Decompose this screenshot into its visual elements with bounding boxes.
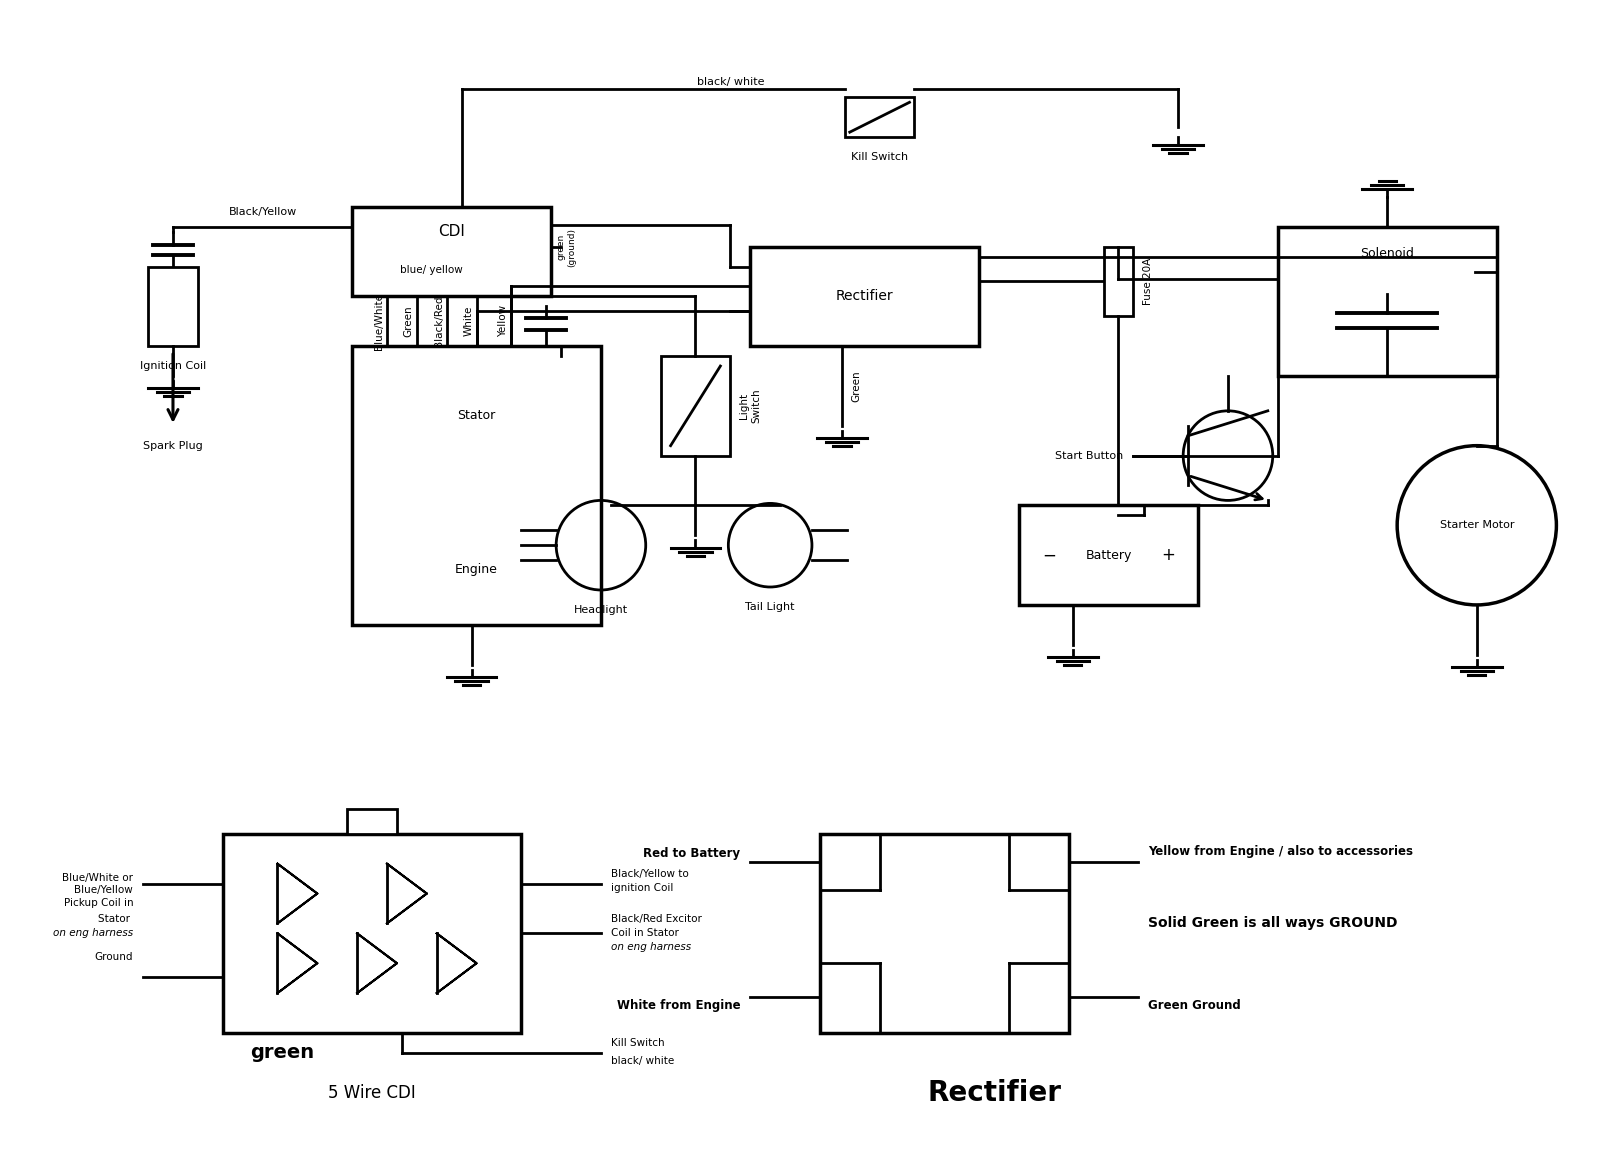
Text: blue/ yellow: blue/ yellow [400,264,462,275]
Text: Headlight: Headlight [574,605,629,615]
Bar [845,98,915,137]
Text: White from Engine: White from Engine [616,999,741,1012]
Text: Kill Switch: Kill Switch [611,1038,664,1048]
Bar [222,834,522,1033]
Bar [149,267,198,347]
Text: Black/Red Excitor: Black/Red Excitor [611,914,702,925]
Text: Light
Switch: Light Switch [739,389,762,423]
Text: Stator: Stator [458,409,496,422]
Text: Battery: Battery [1085,549,1131,562]
Text: Engine: Engine [454,563,498,576]
Text: black/ white: black/ white [696,78,765,87]
Text: Yellow: Yellow [499,306,509,337]
Text: black/ white: black/ white [611,1056,674,1066]
Text: Coil in Stator: Coil in Stator [611,928,678,939]
Text: green: green [250,1043,315,1062]
Text: Blue/White or: Blue/White or [62,873,133,882]
Text: Black/Red: Black/Red [434,296,443,347]
Text: Spark Plug: Spark Plug [142,441,203,451]
Text: Blue/White: Blue/White [374,293,384,350]
Text: Black/Yellow: Black/Yellow [229,207,296,216]
Text: +: + [1162,546,1174,564]
Text: 5 Wire CDI: 5 Wire CDI [328,1083,416,1102]
Bar [661,356,730,456]
Text: Blue/Yellow: Blue/Yellow [75,885,133,894]
Text: on eng harness: on eng harness [53,928,133,939]
Text: Solenoid: Solenoid [1360,247,1414,260]
Text: Solid Green is all ways GROUND: Solid Green is all ways GROUND [1149,916,1398,931]
Bar [352,347,602,625]
Text: Black/Yellow to: Black/Yellow to [611,868,688,879]
Bar [750,247,979,347]
Bar [1104,247,1133,316]
Text: Ground: Ground [94,952,133,962]
Bar [1278,227,1496,376]
Text: Red to Battery: Red to Battery [643,847,741,860]
Text: Pickup Coil in: Pickup Coil in [64,899,133,908]
Text: CDI: CDI [438,224,466,240]
Text: green
(ground): green (ground) [557,228,576,267]
Text: White: White [464,306,474,336]
Bar [347,808,397,834]
Text: Green Ground: Green Ground [1149,999,1242,1012]
Text: Ignition Coil: Ignition Coil [139,361,206,371]
Text: on eng harness: on eng harness [611,942,691,952]
Text: Starter Motor: Starter Motor [1440,521,1514,530]
Text: Kill Switch: Kill Switch [851,152,909,162]
Text: Tail Light: Tail Light [746,602,795,612]
Text: Start Button: Start Button [1056,451,1123,461]
Text: Stator: Stator [98,914,133,925]
Bar [1019,505,1198,605]
Text: Fuse 20A: Fuse 20A [1144,257,1154,306]
Bar [819,834,1069,1033]
Text: Rectifier: Rectifier [926,1079,1061,1107]
Text: Yellow from Engine / also to accessories: Yellow from Engine / also to accessories [1149,845,1413,858]
Text: −: − [1042,546,1056,564]
Bar [352,207,550,296]
Text: Green: Green [403,306,414,337]
Text: Green: Green [851,370,862,402]
Text: Rectifier: Rectifier [835,289,893,303]
Text: ignition Coil: ignition Coil [611,882,674,893]
